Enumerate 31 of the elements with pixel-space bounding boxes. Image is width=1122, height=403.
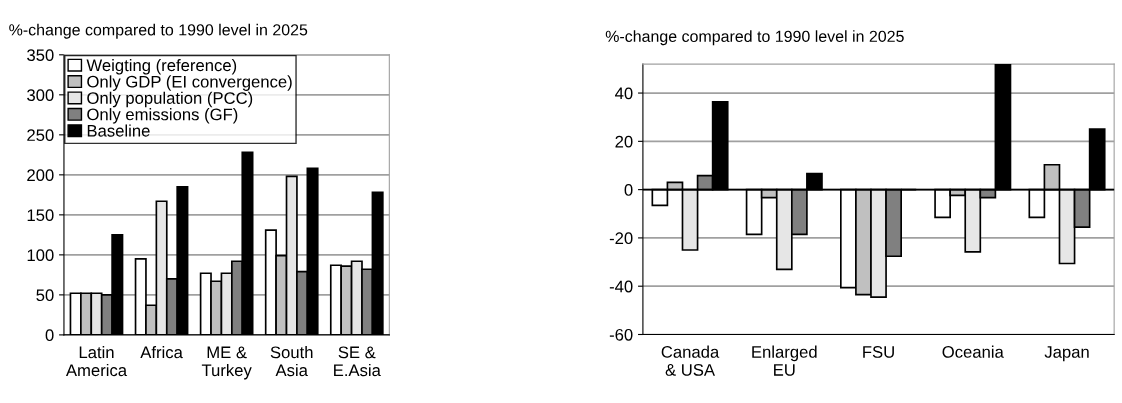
x-tick-label: South Asia bbox=[270, 346, 313, 377]
y-tick-label: 350 bbox=[27, 49, 54, 62]
x-tick-label: Japan bbox=[1044, 346, 1089, 362]
y-tick-label: 50 bbox=[36, 289, 54, 302]
y-tick-label: 250 bbox=[27, 129, 54, 142]
y-tick-label: 100 bbox=[27, 249, 54, 262]
x-tick-label: Enlarged EU bbox=[752, 345, 817, 376]
legend-label: Baseline bbox=[87, 124, 150, 137]
y-tick-label: 40 bbox=[615, 87, 633, 100]
legend-label: Only GDP (EI convergence) bbox=[87, 75, 292, 91]
chart-title: %-change compared to 1990 level in 2025 bbox=[9, 23, 308, 39]
y-tick-label: -40 bbox=[609, 280, 633, 293]
x-tick-label: FSU bbox=[863, 346, 894, 358]
y-tick-label: 300 bbox=[27, 89, 54, 102]
y-tick-label: 150 bbox=[27, 209, 54, 222]
x-tick-label: ME & Turkey bbox=[201, 346, 252, 380]
legend-label: Only population (PCC) bbox=[87, 91, 253, 108]
x-tick-label: Canada & USA bbox=[661, 345, 720, 376]
chart-title: %-change compared to 1990 level in 2025 bbox=[605, 30, 904, 46]
y-tick-label: 0 bbox=[624, 184, 633, 196]
y-tick-label: 20 bbox=[615, 135, 633, 148]
x-tick-label: Latin America bbox=[65, 346, 128, 377]
y-tick-label: -60 bbox=[609, 328, 633, 341]
y-tick-label: -20 bbox=[609, 232, 633, 245]
x-tick-label: SE & E.Asia bbox=[334, 346, 381, 377]
y-tick-label: 200 bbox=[27, 169, 54, 182]
y-tick-label: 0 bbox=[45, 329, 54, 342]
legend-label: Only emissions (GF) bbox=[87, 108, 238, 124]
x-tick-label: Oceania bbox=[942, 345, 1004, 358]
legend-label: Weigting (reference) bbox=[86, 58, 237, 75]
x-tick-label: Africa bbox=[140, 346, 183, 359]
